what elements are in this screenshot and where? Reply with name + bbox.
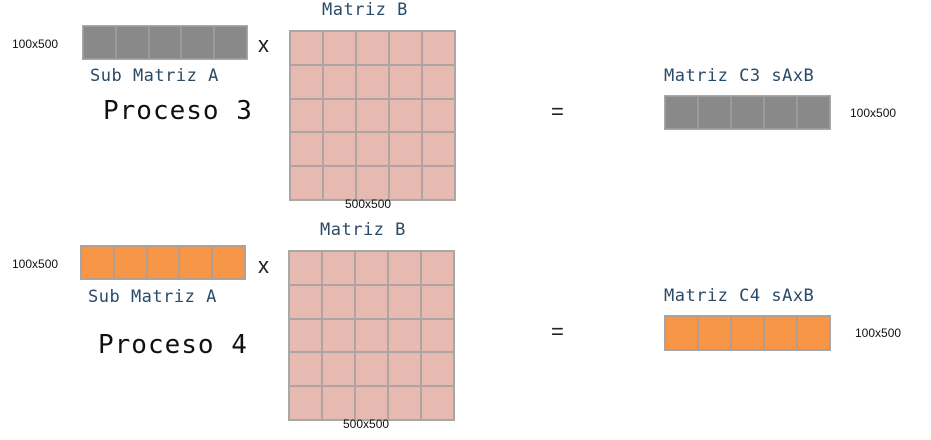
matrix-cell [421, 251, 454, 285]
matrix-b-title: Matriz B [320, 220, 406, 240]
matrix-cell [355, 386, 388, 420]
matrix-cell [389, 166, 422, 200]
matrix-cell [388, 284, 421, 319]
matrix-cell [421, 318, 454, 353]
matrix-cell [698, 316, 731, 350]
sub-matrix-a [82, 25, 248, 60]
matrix-cell [422, 31, 455, 65]
sub-a-title: Sub Matriz A [88, 287, 217, 307]
matrix-cell [323, 132, 356, 167]
matrix-cell [388, 386, 421, 420]
matrix-cell [421, 386, 454, 420]
matrix-cell [356, 132, 389, 167]
matrix-cell [290, 132, 323, 167]
process-title: Proceso 4 [98, 330, 248, 360]
sub-a-title: Sub Matriz A [90, 66, 219, 86]
result-matrix [664, 95, 831, 130]
matrix-cell [322, 251, 355, 285]
result-size-label: 100x500 [850, 106, 897, 120]
matrix-cell [181, 26, 215, 59]
matrix-cell [665, 96, 698, 129]
sub-a-size-label: 100x500 [12, 257, 59, 271]
matrix-cell [115, 26, 149, 59]
matrix-cell [422, 166, 455, 200]
sub-matrix-a [80, 245, 246, 280]
matrix-cell [731, 316, 764, 350]
matrix-cell [322, 318, 355, 353]
matrix-cell [355, 251, 388, 285]
matrix-cell [422, 64, 455, 99]
matrix-cell [289, 284, 322, 319]
matrix-cell [148, 26, 182, 59]
process-title: Proceso 3 [103, 96, 253, 126]
equals-sign: = [551, 319, 564, 344]
matrix-cell [323, 166, 356, 200]
matrix-cell [797, 316, 830, 350]
matrix-cell [290, 166, 323, 200]
matrix-b [288, 250, 455, 421]
matrix-b-title: Matriz B [322, 0, 408, 20]
matrix-cell [323, 31, 356, 65]
result-title: Matriz C4 sAxB [664, 286, 815, 306]
matrix-cell [289, 251, 322, 285]
matrix-cell [422, 132, 455, 167]
sub-a-size-label: 100x500 [12, 37, 59, 51]
result-size-label: 100x500 [855, 326, 902, 340]
matrix-cell [322, 284, 355, 319]
matrix-cell [113, 246, 147, 279]
matrix-cell [355, 284, 388, 319]
matrix-cell [355, 352, 388, 387]
matrix-cell [698, 96, 731, 129]
matrix-cell [422, 98, 455, 133]
matrix-cell [290, 31, 323, 65]
matrix-cell [212, 246, 245, 279]
matrix-cell [389, 132, 422, 167]
matrix-cell [797, 96, 830, 129]
matrix-cell [83, 26, 116, 59]
matrix-cell [322, 352, 355, 387]
matrix-cell [356, 31, 389, 65]
matrix-cell [355, 318, 388, 353]
matrix-b [289, 30, 456, 201]
matrix-cell [389, 98, 422, 133]
matrix-cell [289, 352, 322, 387]
matrix-cell [421, 352, 454, 387]
matrix-cell [731, 96, 764, 129]
matrix-cell [290, 64, 323, 99]
matrix-cell [290, 98, 323, 133]
matrix-cell [81, 246, 114, 279]
result-title: Matriz C3 sAxB [664, 66, 815, 86]
multiply-sign: x [258, 32, 269, 57]
result-matrix [664, 315, 831, 351]
matrix-cell [289, 386, 322, 420]
matrix-cell [146, 246, 180, 279]
matrix-cell [322, 386, 355, 420]
multiply-sign: x [258, 253, 269, 278]
matrix-cell [289, 318, 322, 353]
equals-sign: = [551, 99, 564, 124]
matrix-cell [764, 316, 797, 350]
matrix-cell [421, 284, 454, 319]
matrix-cell [388, 318, 421, 353]
matrix-cell [179, 246, 213, 279]
matrix-cell [356, 64, 389, 99]
matrix-b-size-label: 500x500 [345, 197, 392, 211]
matrix-cell [764, 96, 797, 129]
matrix-cell [323, 64, 356, 99]
matrix-cell [323, 98, 356, 133]
matrix-cell [389, 64, 422, 99]
matrix-b-size-label: 500x500 [343, 417, 390, 431]
matrix-cell [214, 26, 247, 59]
matrix-cell [388, 251, 421, 285]
matrix-cell [665, 316, 698, 350]
matrix-cell [356, 98, 389, 133]
matrix-cell [388, 352, 421, 387]
matrix-cell [356, 166, 389, 200]
matrix-cell [389, 31, 422, 65]
